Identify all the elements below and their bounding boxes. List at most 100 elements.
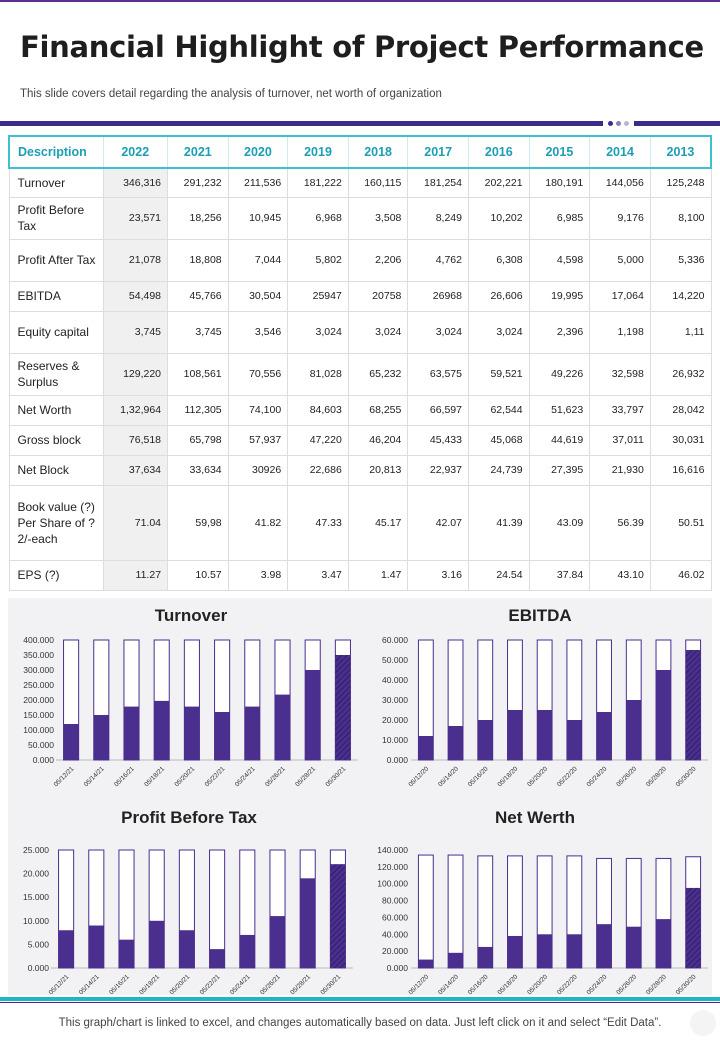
page-subtitle: This slide covers detail regarding the a… — [20, 88, 442, 100]
table-cell: 3,024 — [407, 310, 469, 354]
table-cell: 66,597 — [407, 394, 469, 426]
x-tick-label: 05/24/21 — [229, 973, 252, 995]
y-tick-label: 0.000 — [28, 963, 50, 973]
x-tick-label: 05/22/21 — [204, 765, 227, 788]
y-tick-label: 5.000 — [28, 939, 50, 949]
table-cell: 3,745 — [102, 310, 169, 354]
table-cell: 21,930 — [589, 454, 651, 486]
table-cell: 44,619 — [528, 424, 591, 456]
table-cell: 23,571 — [102, 196, 169, 240]
bar — [149, 920, 165, 968]
row-label: Book value (?) Per Share of ? 2/-each — [8, 484, 104, 561]
footer-accent-line-thin — [0, 1002, 720, 1003]
bar — [274, 694, 291, 760]
table-cell: 5,336 — [649, 238, 712, 282]
row-label: EBITDA — [8, 280, 104, 312]
bar — [335, 655, 351, 760]
table-cell: 43.10 — [589, 559, 651, 591]
column-header-year: 2019 — [287, 135, 349, 169]
x-tick-label: 05/28/21 — [294, 765, 317, 788]
column-header-description: Description — [8, 135, 104, 169]
x-tick-label: 05/20/21 — [173, 765, 196, 788]
column-header-year: 2014 — [589, 135, 651, 169]
y-tick-label: 200.000 — [23, 695, 54, 705]
bar — [93, 715, 109, 760]
table-cell: 45.17 — [347, 484, 409, 561]
y-tick-label: 10.000 — [23, 916, 49, 926]
table-cell: 16,616 — [649, 454, 712, 486]
y-tick-label: 150.000 — [23, 710, 54, 720]
table-row: EBITDA 54,498 45,766 30,504 25947 20758 26968 2… — [8, 280, 712, 312]
table-row: Equity capital 3,745 3,745 3,546 3,024 3,024 3… — [8, 310, 712, 354]
table-cell: 42.07 — [407, 484, 469, 561]
table-row: Profit After Tax 21,078 18,808 7,044 5,802 2,… — [8, 238, 712, 282]
bar — [214, 712, 230, 760]
table-cell: 24,739 — [467, 454, 530, 486]
table-cell: 3,024 — [467, 310, 530, 354]
bar — [537, 710, 553, 760]
financial-table: Description 2022 2021 2020 2019 2018 2017 2016 2… — [8, 135, 712, 591]
y-tick-label: 80.000 — [382, 896, 408, 906]
table-cell: 81,028 — [287, 352, 349, 396]
chart-3: Profit Before Tax 0.000 5.000 10.000 15.000 2… — [23, 808, 353, 995]
bar — [685, 650, 701, 760]
table-row: EPS (?) 11.27 10.57 3.98 3.47 1.47 3.16 24.54 37… — [8, 559, 712, 591]
table-cell: 37,011 — [589, 424, 651, 456]
row-label: Profit Before Tax — [8, 196, 104, 240]
table-cell: 6,985 — [528, 196, 591, 240]
row-label: Net Worth — [8, 394, 104, 426]
page-title: Financial Highlight of Project Performan… — [20, 30, 704, 64]
x-tick-label: 05/16/20 — [467, 973, 490, 995]
x-tick-label: 05/14/20 — [437, 765, 460, 788]
bar — [58, 930, 74, 968]
table-cell: 37.84 — [528, 559, 591, 591]
table-cell: 59,98 — [167, 484, 229, 561]
table-cell: 22,937 — [407, 454, 469, 486]
x-tick-label: 05/30/20 — [675, 765, 698, 788]
column-header-year: 2016 — [467, 135, 530, 169]
table-cell: 21,078 — [102, 238, 169, 282]
x-tick-label: 05/22/20 — [556, 765, 579, 788]
column-header-year: 2022 — [102, 135, 169, 169]
table-cell: 3,508 — [347, 196, 409, 240]
chart-4: Net Werth 0.000 20.000 40.000 60.000 80.000 10… — [377, 808, 708, 995]
bar — [418, 959, 434, 968]
table-cell: 144,056 — [589, 167, 651, 198]
table-row: Reserves & Surplus 129,220 108,561 70,556 81… — [8, 352, 712, 396]
table-cell: 50.51 — [649, 484, 712, 561]
table-cell: 57,937 — [227, 424, 289, 456]
y-tick-label: 30.000 — [382, 695, 408, 705]
x-tick-label: 05/20/21 — [168, 973, 191, 995]
chart-title: Profit Before Tax — [121, 808, 257, 827]
bar — [418, 736, 434, 760]
table-cell: 47.33 — [287, 484, 349, 561]
table-cell: 3,546 — [227, 310, 289, 354]
table-cell: 65,798 — [167, 424, 229, 456]
table-cell: 2,206 — [347, 238, 409, 282]
bar — [566, 934, 582, 968]
column-header-year: 2018 — [347, 135, 409, 169]
x-tick-label: 05/18/20 — [497, 973, 520, 995]
row-label: EPS (?) — [8, 559, 104, 591]
table-cell: 6,308 — [467, 238, 530, 282]
y-tick-label: 40.000 — [382, 675, 408, 685]
row-label: Reserves & Surplus — [8, 352, 104, 396]
charts-svg: Turnover 0.000 50.000 100.000 150.000 200.000… — [23, 606, 708, 995]
table-cell: 7,044 — [227, 238, 289, 282]
table-row: Profit Before Tax 23,571 18,256 10,945 6,968… — [8, 196, 712, 240]
bar — [507, 935, 523, 968]
bar-total-outline — [447, 854, 464, 969]
table-cell: 10.57 — [167, 559, 229, 591]
x-tick-label: 05/26/21 — [264, 765, 287, 788]
footer-accent-line — [0, 997, 720, 1001]
y-tick-label: 20.000 — [382, 946, 408, 956]
y-tick-label: 250.000 — [23, 680, 54, 690]
y-tick-label: 25.000 — [23, 845, 49, 855]
bar — [300, 878, 316, 968]
x-tick-label: 05/18/21 — [138, 973, 161, 995]
x-tick-label: 05/18/20 — [497, 765, 520, 788]
table-cell: 211,536 — [227, 167, 289, 198]
column-header-year: 2021 — [167, 135, 229, 169]
x-tick-label: 05/26/21 — [259, 973, 282, 995]
y-tick-label: 40.000 — [382, 929, 408, 939]
